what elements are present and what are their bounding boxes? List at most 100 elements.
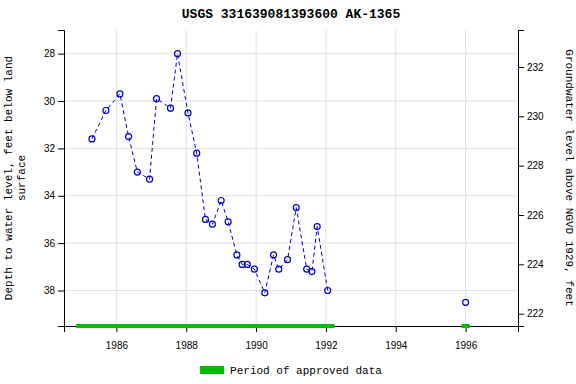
tick: 1986: [106, 326, 129, 351]
tick-mark: [58, 101, 64, 102]
tick: 230: [518, 111, 544, 122]
tick: 28: [44, 48, 64, 59]
line: [92, 54, 328, 293]
tick-label: 222: [527, 308, 544, 319]
grid-line: [186, 30, 187, 326]
plot: 1986198819901992199419962830323436382222…: [44, 30, 544, 351]
marker: [309, 269, 315, 275]
tick-mark: [518, 215, 524, 216]
marker: [168, 105, 174, 111]
marker: [271, 252, 277, 258]
legend-swatch: [200, 366, 224, 374]
y2-axis-title: Groundwater level above NGVD 1929, feet: [563, 49, 575, 306]
approved-bar: [76, 324, 334, 328]
tick-mark: [58, 290, 64, 291]
grid-line: [64, 243, 518, 244]
marker: [154, 96, 160, 102]
marker: [218, 197, 224, 203]
tick-mark: [58, 148, 64, 149]
grid-line: [64, 195, 518, 196]
marker: [89, 136, 95, 142]
marker: [209, 221, 215, 227]
tick-label: 30: [44, 96, 56, 107]
approved-bars: [76, 326, 470, 327]
tick-mark: [518, 166, 524, 167]
legend: Period of approved data: [200, 365, 382, 377]
tick: 222: [518, 308, 544, 319]
tick: 32: [44, 143, 64, 154]
tick-mark: [58, 196, 64, 197]
tick: 34: [44, 190, 64, 201]
grid-line: [64, 53, 518, 54]
tick: 228: [518, 160, 544, 171]
title: USGS 331639081393600 AK-1365: [182, 7, 401, 22]
tick: 224: [518, 259, 544, 270]
tick: 1988: [176, 326, 199, 351]
tick: 1990: [245, 326, 268, 351]
marker: [147, 176, 153, 182]
grid-line: [465, 30, 466, 326]
marker: [285, 257, 291, 263]
tick-label: 34: [44, 190, 56, 201]
tick-label: 36: [44, 238, 56, 249]
tick-label: 1986: [106, 340, 129, 351]
tick-label: 28: [44, 48, 56, 59]
tick: 1994: [385, 326, 408, 351]
tick-label: 224: [527, 259, 544, 270]
tick: 38: [44, 285, 64, 296]
tick-mark: [58, 243, 64, 244]
marker: [126, 134, 132, 140]
marker: [276, 266, 282, 272]
tick-mark: [58, 54, 64, 55]
tick-mark: [396, 326, 397, 332]
tick-mark: [518, 67, 524, 68]
tick-label: 1990: [245, 340, 268, 351]
marker: [314, 224, 320, 230]
grid-line: [116, 30, 117, 326]
marker: [251, 266, 257, 272]
tick-label: 232: [527, 62, 544, 73]
chart: 1986198819901992199419962830323436382222…: [0, 0, 576, 384]
grid-line: [64, 290, 518, 291]
tick-label: 1992: [315, 340, 338, 351]
grid-line: [256, 30, 257, 326]
marker: [293, 205, 299, 211]
marker: [225, 219, 231, 225]
x-axis: 1986 1988 1990 1992 1994 1996: [65, 326, 519, 351]
marker: [202, 216, 208, 222]
tick: 1996: [455, 326, 478, 351]
marker: [185, 110, 191, 116]
marker: [175, 51, 181, 57]
marker: [117, 91, 123, 97]
marker: [134, 169, 140, 175]
grid-line: [64, 101, 518, 102]
marker: [244, 261, 250, 267]
marker: [103, 108, 109, 114]
tick-mark: [518, 314, 524, 315]
tick-label: 38: [44, 285, 56, 296]
marker: [262, 290, 268, 296]
tick-mark: [518, 116, 524, 117]
tick: 30: [44, 96, 64, 107]
grid: [64, 30, 518, 326]
marker: [234, 252, 240, 258]
tick: 226: [518, 210, 544, 221]
y2-axis: 222 224 226 228 230 232: [518, 31, 544, 327]
tick: 232: [518, 62, 544, 73]
tick: 1992: [315, 326, 338, 351]
grid-line: [395, 30, 396, 326]
axis-line: [519, 31, 525, 327]
tick-label: 1994: [385, 340, 408, 351]
legend-label: Period of approved data: [230, 365, 382, 377]
tick-label: 226: [527, 210, 544, 221]
axis-line: [58, 31, 65, 327]
marker: [194, 150, 200, 156]
marker: [463, 299, 469, 305]
tick-label: 1996: [455, 340, 478, 351]
approved-bar: [461, 324, 469, 328]
tick: 36: [44, 238, 64, 249]
marker: [325, 287, 331, 293]
tick-label: 32: [44, 143, 56, 154]
tick-label: 228: [527, 160, 544, 171]
tick-mark: [518, 264, 524, 265]
